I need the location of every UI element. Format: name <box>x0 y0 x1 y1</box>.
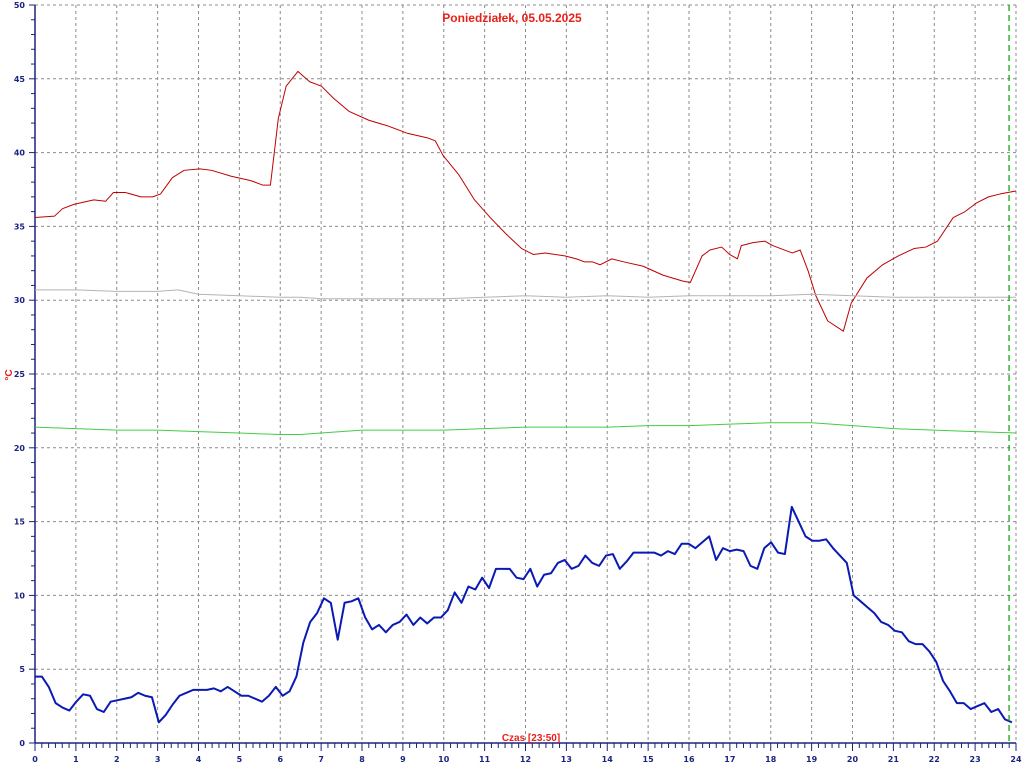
y-tick-label-0: 0 <box>19 739 25 748</box>
x-tick-label-9: 9 <box>400 755 406 764</box>
x-tick-label-18: 18 <box>765 755 777 764</box>
x-tick-label-8: 8 <box>359 755 365 764</box>
x-tick-label-19: 19 <box>806 755 818 764</box>
x-tick-label-0: 0 <box>32 755 38 764</box>
y-tick-label-50: 50 <box>14 1 26 10</box>
x-tick-label-20: 20 <box>847 755 859 764</box>
x-tick-label-12: 12 <box>520 755 531 764</box>
x-tick-label-1: 1 <box>73 755 79 764</box>
grid <box>35 4 1017 743</box>
x-tick-label-5: 5 <box>237 755 243 764</box>
y-tick-label-45: 45 <box>14 75 26 84</box>
series-line-2 <box>34 422 1017 436</box>
y-tick-label-10: 10 <box>14 591 26 600</box>
x-tick-label-14: 14 <box>602 755 614 764</box>
chart-title: Poniedziałek, 05.05.2025 <box>442 11 582 25</box>
x-tick-label-2: 2 <box>114 755 120 764</box>
y-tick-label-20: 20 <box>14 444 26 453</box>
series-lines <box>34 70 1017 724</box>
y-tick-label-25: 25 <box>14 370 26 379</box>
x-tick-label-23: 23 <box>970 755 981 764</box>
x-tick-label-17: 17 <box>724 755 735 764</box>
x-tick-label-21: 21 <box>888 755 900 764</box>
x-axis-label: Czas [23:50] <box>502 733 560 744</box>
y-tick-label-40: 40 <box>14 149 26 158</box>
x-tick-label-24: 24 <box>1010 755 1022 764</box>
x-tick-label-16: 16 <box>683 755 695 764</box>
x-tick-label-3: 3 <box>155 755 161 764</box>
series-line-0 <box>34 70 1017 332</box>
x-tick-label-22: 22 <box>929 755 940 764</box>
x-tick-label-4: 4 <box>196 755 202 764</box>
y-tick-label-15: 15 <box>14 518 26 527</box>
series-line-1 <box>35 289 1016 300</box>
series-line-3 <box>35 505 1013 724</box>
y-tick-label-35: 35 <box>14 222 26 231</box>
x-tick-label-7: 7 <box>318 755 324 764</box>
x-tick-label-10: 10 <box>438 755 450 764</box>
y-axis-label: °C <box>4 369 15 380</box>
y-tick-label-30: 30 <box>14 296 26 305</box>
x-tick-label-11: 11 <box>479 755 491 764</box>
x-tick-label-6: 6 <box>277 755 283 764</box>
y-tick-label-5: 5 <box>19 665 25 674</box>
tick-marks <box>29 4 1017 751</box>
x-tick-label-13: 13 <box>561 755 572 764</box>
x-tick-label-15: 15 <box>643 755 655 764</box>
